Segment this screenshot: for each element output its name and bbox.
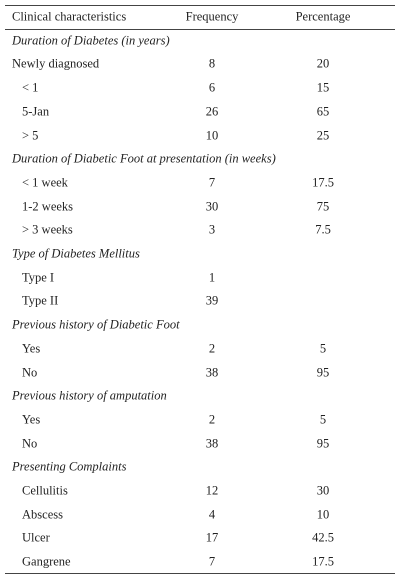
row-label: Gangrene — [22, 554, 71, 569]
cell: 1 — [208, 270, 216, 285]
cell: 5 — [319, 412, 327, 427]
cell: 4 — [208, 507, 216, 522]
cell: 26 — [205, 104, 219, 119]
row-label: Type I — [22, 270, 55, 285]
cell: 15 — [316, 80, 330, 95]
section-title: Duration of Diabetic Foot at presentatio… — [12, 151, 276, 166]
cell: 20 — [316, 56, 330, 71]
row-label: Yes — [22, 341, 41, 356]
cell: 2 — [208, 341, 216, 356]
cell: 8 — [208, 56, 216, 71]
section-title: Previous history of amputation — [12, 388, 167, 403]
rule — [5, 573, 395, 574]
cell: 3 — [208, 222, 216, 237]
cell: 17.5 — [312, 554, 334, 569]
cell: 5 — [319, 341, 327, 356]
cell: 12 — [205, 483, 219, 498]
cell: 6 — [208, 80, 216, 95]
cell: 10 — [316, 507, 330, 522]
row-label: > 5 — [22, 128, 39, 142]
row-label: No — [22, 436, 38, 451]
row-label: < 1 week — [22, 175, 68, 190]
row-label: Cellulitis — [22, 483, 68, 498]
cell: 75 — [316, 199, 330, 214]
cell: 7 — [208, 175, 216, 190]
header-cell: Clinical characteristics — [12, 9, 127, 24]
row-label: Newly diagnosed — [12, 56, 100, 71]
row-label: Yes — [22, 412, 41, 427]
row-label: > 3 weeks — [22, 222, 73, 237]
cell: 25 — [316, 128, 330, 142]
cell: 39 — [205, 293, 219, 308]
row-label: Type II — [22, 293, 59, 308]
row-label: < 1 — [22, 80, 39, 95]
header-cell: Frequency — [185, 9, 239, 24]
cell: 30 — [316, 483, 330, 498]
cell: 42.5 — [312, 530, 334, 545]
rule — [5, 29, 395, 30]
row-label: 1-2 weeks — [22, 199, 74, 214]
cell: 95 — [316, 365, 330, 379]
cell: 95 — [316, 436, 330, 451]
cell: 10 — [205, 128, 219, 142]
cell: 65 — [316, 104, 330, 119]
section-title: Type of Diabetes Mellitus — [12, 246, 140, 261]
rule — [5, 5, 395, 6]
cell: 2 — [208, 412, 216, 427]
section-title: Previous history of Diabetic Foot — [12, 317, 180, 332]
header-cell: Percentage — [295, 9, 351, 24]
cell: 17 — [205, 530, 219, 545]
cell: 38 — [205, 365, 219, 379]
cell: 17.5 — [312, 175, 334, 190]
section-title: Duration of Diabetes (in years) — [12, 33, 170, 48]
row-label: No — [22, 365, 38, 379]
row-label: Abscess — [22, 507, 63, 522]
row-label: 5-Jan — [22, 104, 50, 119]
cell: 7.5 — [315, 222, 331, 237]
cell: 30 — [205, 199, 219, 214]
cell: 7 — [208, 554, 216, 569]
cell: 38 — [205, 436, 219, 451]
section-title: Presenting Complaints — [12, 459, 127, 474]
row-label: Ulcer — [22, 530, 50, 545]
